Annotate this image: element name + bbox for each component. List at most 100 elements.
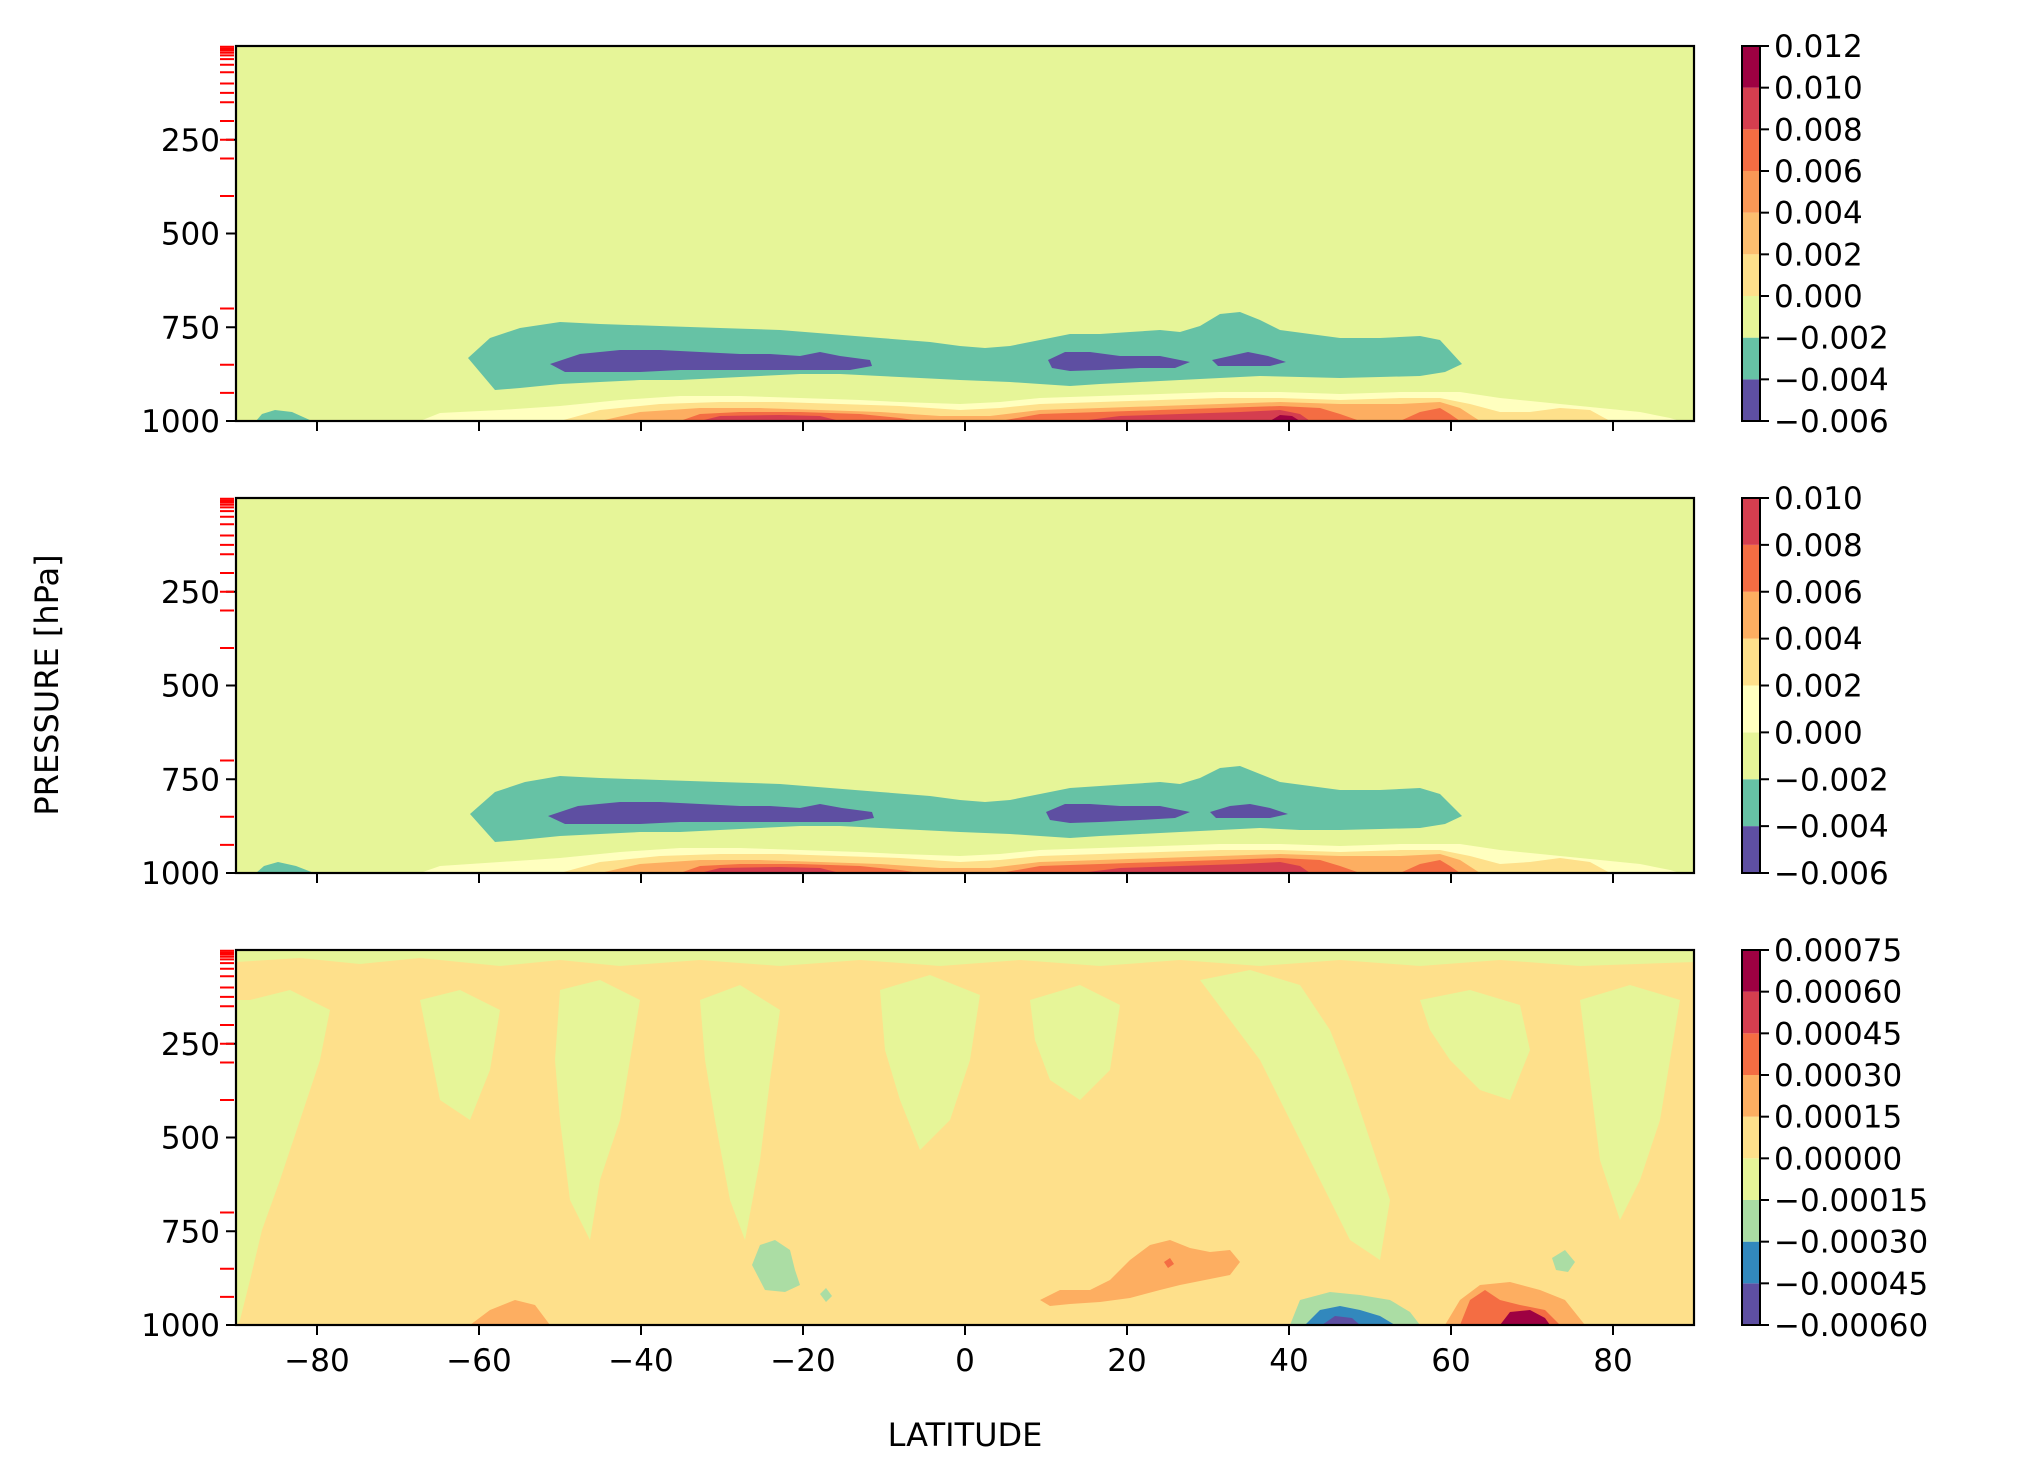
x-tick-label: 80 [1593,1343,1632,1379]
colorbar-band [1742,337,1760,380]
contour-peak-negative-low [1322,1316,1360,1325]
contour-peak-positive-low [1500,1310,1550,1325]
colorbar-tick-label: 0.010 [1774,481,1863,517]
y-axis-top: 250 500 750 1000 [141,123,236,440]
colorbar-tick-label: 0.00030 [1774,1058,1902,1094]
x-axis-top [316,421,1614,431]
colorbar-tick-label: −0.002 [1774,762,1889,798]
colorbar-tick-label: 0.010 [1774,71,1863,107]
contour-weak-negative-patches [236,950,1694,1325]
contour-negative-inner-north2 [1210,804,1288,818]
colorbar-tick-label: −0.004 [1774,362,1889,398]
colorbar-band [1742,826,1760,873]
colorbar-band [1742,1033,1760,1075]
colorbar-band [1742,254,1760,296]
contour-negative-inner-south [548,802,874,824]
y-tick-label: 750 [161,1214,220,1250]
colorbar-middle: 0.010 0.008 0.006 0.004 0.002 0.000 −0.002 −0.0… [1741,481,1889,892]
y-tick-label: 250 [161,123,220,159]
colorbar-band [1742,1283,1760,1325]
colorbar-tick-label: 0.002 [1774,237,1863,273]
colorbar-frame [1741,45,1761,422]
x-tick-label: −40 [608,1343,673,1379]
colorbar-band [1742,46,1760,88]
contour-positive-surface-5 [700,410,1310,421]
y-tick-label: 1000 [141,404,220,440]
colorbar-tick-label: −0.00045 [1774,1266,1928,1302]
colorbar-tick-label: −0.00060 [1774,1308,1928,1344]
colorbar-tick-label: 0.012 [1774,29,1863,65]
y-tick-label: 500 [161,1121,220,1157]
contour-negative-inner-north [1048,352,1190,371]
x-tick-label: 40 [1269,1343,1308,1379]
contour-positive-surface-6 [1270,415,1300,421]
colorbar-tick-label: 0.008 [1774,528,1863,564]
x-axis-label: LATITUDE [888,1416,1043,1454]
contour-negative-inner-north [1046,804,1190,823]
x-tick-label: 20 [1107,1343,1146,1379]
pressure-level-marks-middle [220,497,234,846]
y-tick-label: 500 [161,669,220,705]
colorbar-band [1742,1116,1760,1159]
x-axis-bottom: −80 −60 −40 −20 0 20 40 60 80 [284,1325,1633,1379]
y-axis-middle: 250 500 750 1000 [141,575,236,892]
colorbar-tick-label: −0.006 [1774,856,1889,892]
contour-negative-outer [468,312,1462,390]
colorbar-band [1742,732,1760,780]
colorbar-band [1742,638,1760,686]
colorbar-tick-label: 0.000 [1774,715,1863,751]
x-tick-label: 0 [955,1343,975,1379]
colorbar-band [1742,129,1760,171]
y-tick-label: 1000 [141,856,220,892]
colorbar-tick-label: 0.00045 [1774,1016,1902,1052]
colorbar-band [1742,779,1760,827]
y-tick-label: 1000 [141,1308,220,1344]
colorbar-band [1742,498,1760,545]
x-tick-label: 60 [1431,1343,1470,1379]
colorbar-tick-label: 0.00000 [1774,1141,1902,1177]
colorbar-tick-label: −0.004 [1774,809,1889,845]
colorbar-tick-label: 0.000 [1774,279,1863,315]
y-tick-label: 750 [161,310,220,346]
colorbar-frame [1741,949,1761,1326]
colorbar-tick-label: 0.00015 [1774,1100,1902,1136]
y-tick-label: 250 [161,575,220,611]
colorbar-bottom: 0.00075 0.00060 0.00045 0.00030 0.00015 0.000… [1741,933,1928,1344]
y-axis-bottom: 250 500 750 1000 [141,1027,236,1344]
x-tick-label: −80 [284,1343,349,1379]
y-tick-label: 750 [161,762,220,798]
colorbar-tick-label: −0.00015 [1774,1183,1928,1219]
colorbar-band [1742,591,1760,639]
colorbar-tick-label: −0.006 [1774,404,1889,440]
colorbar-band [1742,296,1760,338]
contour-negative-inner-south [550,350,872,372]
colorbar-tick-label: 0.00060 [1774,975,1902,1011]
colorbar-band [1742,1158,1760,1200]
colorbar-band [1742,1200,1760,1242]
contour-negative-foot-south [256,862,314,873]
pressure-level-marks-top [220,45,234,394]
colorbar-tick-label: 0.006 [1774,154,1863,190]
colorbar-band [1742,379,1760,421]
colorbar-band [1742,544,1760,592]
colorbar-tick-label: 0.00075 [1774,933,1902,969]
colorbar-top: 0.012 0.010 0.008 0.006 0.004 0.002 0.000 −0.00… [1741,29,1889,440]
panel-bottom: 250 500 750 1000 −80 −60 −40 −20 0 20 40 60 80 0.00… [141,933,1928,1379]
colorbar-band [1742,87,1760,130]
colorbar-tick-label: 0.002 [1774,669,1863,705]
y-tick-label: 250 [161,1027,220,1063]
contour-field-middle [236,498,1694,873]
colorbar-band [1742,171,1760,213]
colorbar-band [1742,1241,1760,1284]
colorbar-band [1742,685,1760,733]
colorbar-band [1742,950,1760,992]
colorbar-band [1742,1075,1760,1117]
x-tick-label: −20 [770,1343,835,1379]
contour-field-top [236,46,1694,421]
contour-positive-surface-5 [700,862,1310,873]
colorbar-tick-label: −0.00030 [1774,1225,1928,1261]
contour-field-bottom [236,950,1694,1325]
contour-negative-foot-south [256,410,312,421]
